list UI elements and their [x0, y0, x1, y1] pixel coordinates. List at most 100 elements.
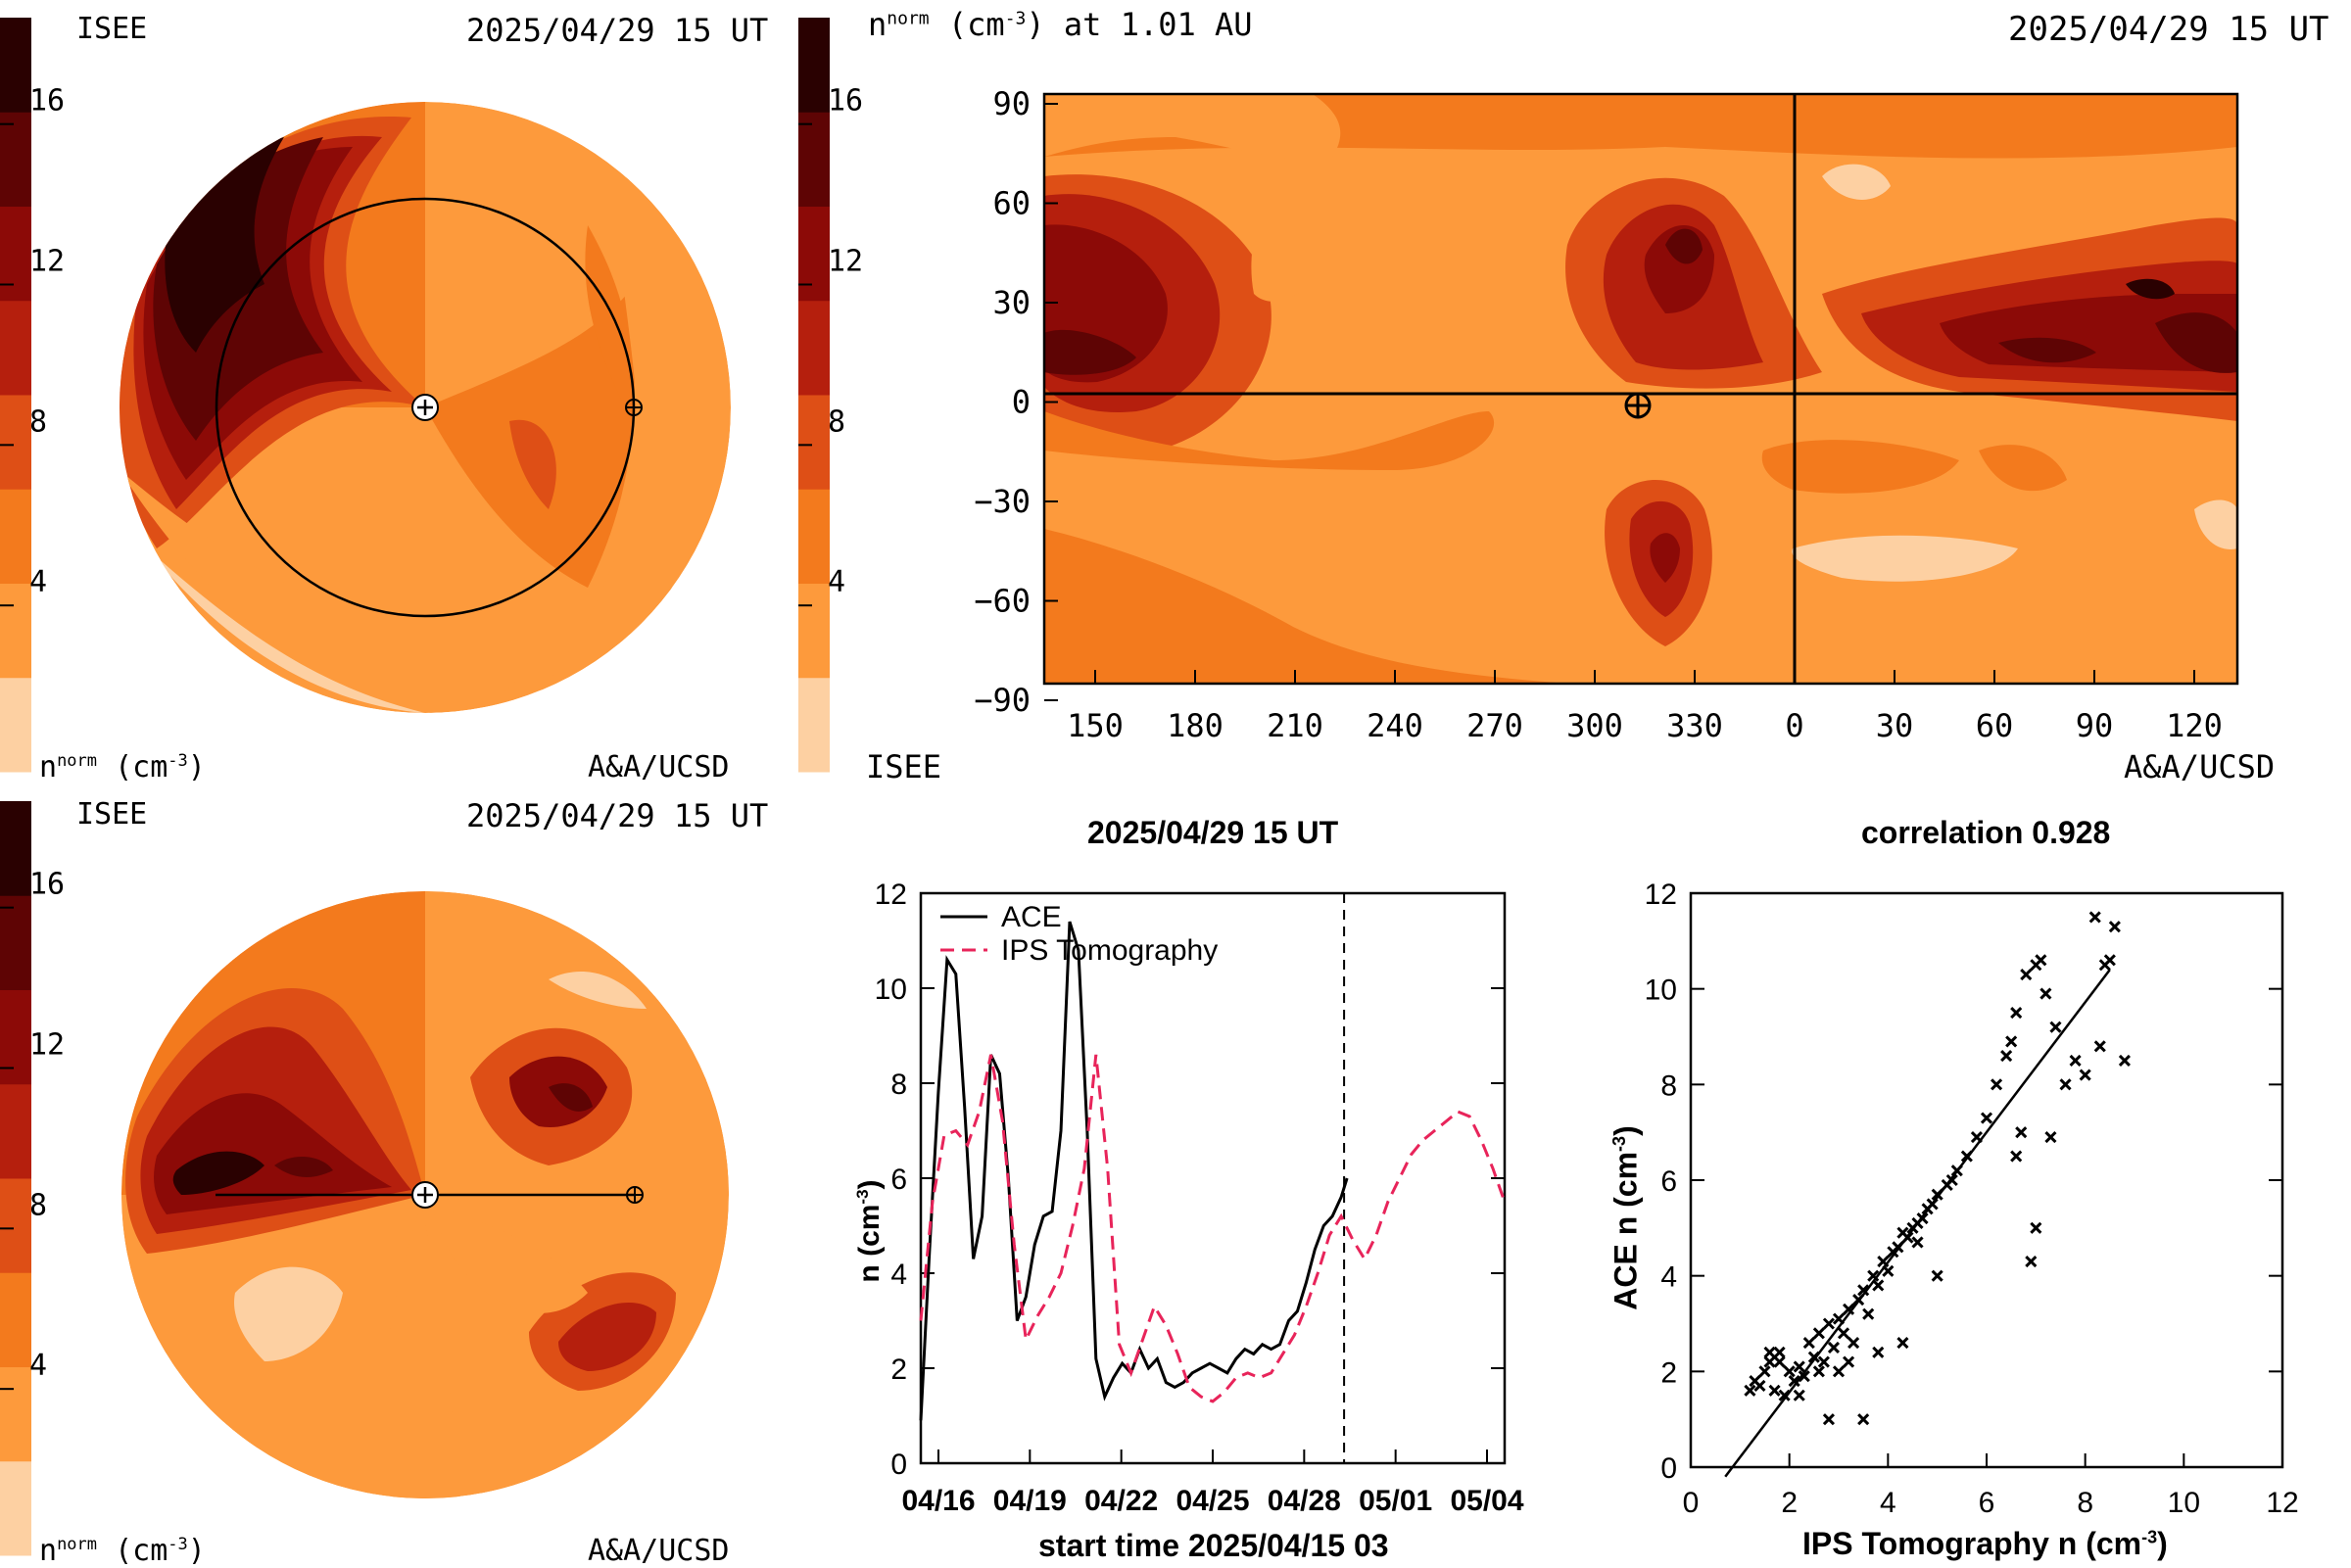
map-xtick-label: 300: [1566, 707, 1623, 744]
scatter-xtick-label: 6: [1979, 1487, 1995, 1519]
colorbar-map-swatch: [798, 677, 830, 773]
scatter-point: [1931, 1269, 1943, 1282]
scatter-point: [2030, 1221, 2042, 1234]
scatter-point: [1847, 1336, 1860, 1350]
scatter-point: [2035, 954, 2047, 967]
colorbar-map-swatch: [798, 18, 830, 113]
scatter-point: [2118, 1054, 2131, 1067]
colorbar-bottom-left: 4 8 12 16: [0, 801, 65, 1556]
scatter-point: [1843, 1355, 1855, 1368]
colorbar-bottom-tick-label: 16: [29, 868, 65, 902]
scatter-ytick-label: 10: [1645, 974, 1677, 1007]
map-xtick-label: 210: [1267, 707, 1323, 744]
map-frame: [1042, 92, 2239, 686]
time-series-ytick-label: 2: [890, 1354, 907, 1386]
scatter-point: [2015, 1126, 2028, 1139]
scatter-point: [1950, 1164, 1963, 1177]
map-xtick-label: 240: [1367, 707, 1423, 744]
time-series-ytick-label: 8: [890, 1069, 907, 1101]
map-timestamp: 2025/04/29 15 UT: [2008, 10, 2329, 49]
colorbar-map-swatch: [798, 300, 830, 396]
scatter-point: [1837, 1327, 1850, 1340]
top-left-credit: A&A/UCSD: [588, 750, 730, 784]
meridional-view-disk: [121, 891, 729, 1498]
scatter-point: [1832, 1365, 1846, 1378]
scatter-xtick-label: 12: [2266, 1487, 2298, 1519]
time-series-xtick-label: 05/04: [1450, 1485, 1523, 1517]
scatter-point: [2093, 1040, 2106, 1053]
time-series-ytick-label: 6: [890, 1164, 907, 1196]
colorbar-bottom-swatch: [0, 895, 31, 990]
ecliptic-view-disk: [120, 102, 731, 713]
colorbar-bottom-swatch: [0, 801, 31, 896]
colorbar-top-tick-label: 4: [29, 565, 47, 599]
scatter-xtick-label: 8: [2077, 1487, 2093, 1519]
map-credit: A&A/UCSD: [2124, 748, 2276, 785]
map-xtick-label: 90: [2076, 707, 2114, 744]
scatter-point: [1872, 1279, 1885, 1292]
scatter-frame: [1689, 891, 2284, 1469]
scatter-point: [1827, 1341, 1841, 1354]
scatter-point: [1822, 1317, 1835, 1330]
colorbar-top-tick-label: 16: [29, 84, 65, 119]
scatter-ylabel: ACE n (cm-3): [1607, 1125, 1644, 1310]
colorbar-bottom-swatch: [0, 1366, 31, 1462]
colorbar-map-swatch: [798, 489, 830, 584]
scatter-point: [1793, 1389, 1805, 1402]
time-series-xtick-label: 04/25: [1176, 1485, 1249, 1517]
scatter-point: [2010, 1150, 2023, 1163]
map-org-label: ISEE: [866, 748, 942, 785]
colorbar-bottom-swatch: [0, 1083, 31, 1179]
scatter-point: [1773, 1355, 1786, 1368]
time-series-xtick-label: 05/01: [1359, 1485, 1432, 1517]
scatter-point: [1778, 1389, 1791, 1402]
map-xtick-label: 270: [1466, 707, 1523, 744]
scatter-point: [1901, 1231, 1914, 1244]
colorbar-top-swatch: [0, 677, 31, 773]
time-series-ylabel: n (cm-3): [853, 1179, 886, 1283]
scatter-point: [1798, 1370, 1810, 1383]
colorbar-bottom-tick-label: 4: [29, 1349, 47, 1383]
scatter-ytick-label: 8: [1660, 1069, 1677, 1102]
map-xtick-label: 60: [1976, 707, 2014, 744]
scatter-ytick-label: 4: [1660, 1261, 1677, 1294]
scatter-point: [1812, 1365, 1825, 1378]
scatter-point: [1857, 1284, 1870, 1297]
colorbar-bottom-swatch: [0, 1460, 31, 1556]
colorbar-map-tick-label: 4: [828, 565, 845, 599]
scatter-point: [1744, 1384, 1756, 1397]
scatter-point: [2020, 968, 2033, 981]
scatter-point: [1991, 1078, 2003, 1091]
map-xtick-label: 120: [2166, 707, 2223, 744]
colorbar-map-swatch: [798, 583, 830, 679]
map-ytick-label: 30: [992, 284, 1031, 321]
map-ytick-label: 90: [992, 85, 1031, 122]
colorbar-map-swatch: [798, 395, 830, 490]
colorbar-top-swatch: [0, 18, 31, 113]
scatter-point: [1802, 1336, 1815, 1350]
colorbar-top-tick-label: 12: [29, 245, 65, 279]
scatter-point: [1822, 1413, 1835, 1426]
scatter-xtick-label: 10: [2168, 1487, 2200, 1519]
scatter-point: [2039, 987, 2052, 1000]
scatter-point: [2005, 1035, 2018, 1048]
bottom-left-timestamp: 2025/04/29 15 UT: [466, 797, 769, 834]
scatter-xtick-label: 4: [1880, 1487, 1896, 1519]
scatter-point: [1882, 1264, 1895, 1277]
scatter-point: [1926, 1198, 1939, 1211]
scatter-ytick-label: 2: [1660, 1356, 1677, 1389]
colorbar-top-swatch: [0, 583, 31, 679]
scatter-point: [2000, 1049, 2013, 1063]
time-series-ytick-label: 10: [875, 974, 907, 1006]
map-ytick-label: 0: [1012, 384, 1031, 421]
colorbar-top-tick-label: 8: [29, 404, 47, 439]
top-left-unit-label: nnorm (cm-3): [39, 750, 206, 784]
bottom-left-credit: A&A/UCSD: [588, 1534, 730, 1568]
scatter-point: [1753, 1379, 1766, 1393]
scatter-point: [1773, 1346, 1786, 1358]
colorbar-map: 4 8 12 16: [798, 18, 863, 773]
scatter-ytick-label: 0: [1660, 1452, 1677, 1485]
scatter-point: [1807, 1351, 1820, 1363]
map-xtick-label: 150: [1067, 707, 1124, 744]
